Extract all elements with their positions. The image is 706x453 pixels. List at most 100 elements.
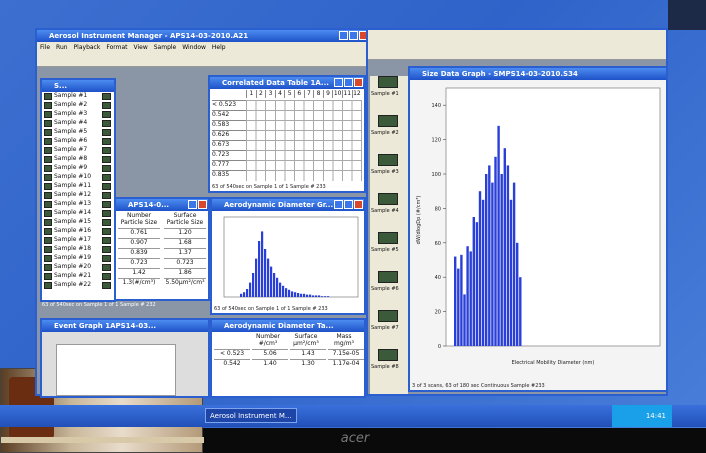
sample-item[interactable]: Sample #14: [54, 209, 91, 217]
sample-item[interactable]: Sample #7: [54, 146, 87, 154]
sample-item[interactable]: Sample #8: [54, 155, 87, 163]
sample-icon: [44, 228, 52, 235]
table-cell: 0.839: [118, 248, 160, 257]
sample-icon: [102, 147, 111, 154]
column-header: 4: [275, 90, 285, 98]
menu-item[interactable]: File: [40, 42, 50, 53]
menu-item[interactable]: Sample: [154, 42, 177, 53]
grid-row: [246, 170, 362, 181]
row-header: 0.626: [212, 130, 246, 139]
table-cell: < 0.523: [214, 349, 250, 358]
sample-icon: [44, 201, 52, 208]
bar: [516, 243, 518, 346]
sample-strip: Sample #1 Sample #2 Sample #3 Sample #4 Samp…: [370, 76, 408, 394]
sample-item[interactable]: Sample #16: [54, 227, 91, 235]
sample-item[interactable]: Sample #2: [54, 101, 87, 109]
sample-item[interactable]: Sample #4: [371, 207, 399, 215]
sample-item[interactable]: Sample #2: [371, 129, 399, 137]
bar: [285, 288, 287, 297]
bar: [488, 165, 490, 346]
row-header: 0.723: [212, 150, 246, 159]
aero-graph-window: Aerodynamic Diameter Gr... 63 of 540sec …: [210, 197, 366, 315]
bar: [318, 295, 320, 297]
table-cell: 1.37: [164, 248, 206, 257]
table-cell: 0.907: [118, 238, 160, 247]
title-bar: Size Data Graph - SMPS14-03-2010.S34: [410, 68, 666, 80]
sample-item[interactable]: Sample #4: [54, 119, 87, 127]
sample-icon: [378, 193, 398, 205]
toolbar: [37, 53, 369, 67]
column-header: Surface Particle Size: [164, 212, 206, 226]
sample-item[interactable]: Sample #7: [371, 324, 399, 332]
table-cell: 0.542: [214, 359, 250, 368]
sample-item[interactable]: Sample #21: [54, 272, 91, 280]
sample-icon: [102, 246, 111, 253]
bar: [491, 183, 493, 346]
sample-icon: [102, 264, 111, 271]
sample-icon: [44, 129, 52, 136]
bar: [479, 191, 481, 346]
sample-item[interactable]: Sample #5: [54, 128, 87, 136]
bar: [297, 293, 299, 297]
sample-item[interactable]: Sample #8: [371, 363, 399, 371]
sample-item[interactable]: Sample #15: [54, 218, 91, 226]
menu-item[interactable]: Format: [106, 42, 127, 53]
clock: 14:41: [612, 405, 672, 427]
sample-icon: [102, 282, 111, 289]
row-header: 0.673: [212, 140, 246, 149]
status-text: 63 of 540sec on Sample 1 of 1 Sample # 2…: [212, 184, 326, 190]
title-bar: Event Graph 1APS14-03...: [42, 320, 208, 332]
y-tick-label: 80: [435, 206, 441, 212]
bar: [321, 296, 323, 297]
bar: [240, 294, 242, 297]
sample-item[interactable]: Sample #12: [54, 191, 91, 199]
sample-item[interactable]: Sample #3: [54, 110, 87, 118]
sample-icon: [44, 219, 52, 226]
taskbar-button[interactable]: Aerosol Instrument M...: [205, 408, 297, 423]
menu-item[interactable]: Run: [56, 42, 68, 53]
sample-icon: [102, 255, 111, 262]
sample-item[interactable]: Sample #22: [54, 281, 91, 289]
y-tick-label: 0: [438, 344, 441, 350]
sample-icon: [102, 219, 111, 226]
sample-item[interactable]: Sample #9: [54, 164, 87, 172]
table-cell: 0.723: [164, 258, 206, 267]
menu-item[interactable]: Window: [182, 42, 206, 53]
menu-item[interactable]: Playback: [74, 42, 101, 53]
bar: [258, 241, 260, 297]
sample-item[interactable]: Sample #11: [54, 182, 91, 190]
row-header: 0.542: [212, 110, 246, 119]
plot-area: [224, 217, 358, 297]
bar: [252, 273, 254, 297]
menu-item[interactable]: View: [134, 42, 148, 53]
sample-item[interactable]: Sample #6: [371, 285, 399, 293]
sample-item[interactable]: Sample #3: [371, 168, 399, 176]
sample-item[interactable]: Sample #1: [54, 92, 87, 100]
bar: [482, 200, 484, 346]
sample-item[interactable]: Sample #18: [54, 245, 91, 253]
row-header: 0.777: [212, 160, 246, 169]
sample-item[interactable]: Sample #1: [371, 90, 399, 98]
sample-item[interactable]: Sample #20: [54, 263, 91, 271]
sample-icon: [44, 273, 52, 280]
sample-icon: [102, 192, 111, 199]
sample-icon: [102, 165, 111, 172]
sample-icon: [378, 232, 398, 244]
y-axis-label: dW/dlogDp (#/cm³): [416, 196, 422, 245]
sample-item[interactable]: Sample #19: [54, 254, 91, 262]
toolbar: [368, 30, 666, 60]
sample-item[interactable]: Sample #5: [371, 246, 399, 254]
sample-item[interactable]: Sample #10: [54, 173, 91, 181]
menu-item[interactable]: Help: [212, 42, 226, 53]
shelf: [1, 437, 204, 443]
bar: [501, 174, 503, 346]
sample-item[interactable]: Sample #17: [54, 236, 91, 244]
column-header: 9: [323, 90, 333, 98]
table-cell: 1.20: [164, 228, 206, 237]
sample-icon: [44, 120, 52, 127]
bar: [276, 278, 278, 297]
bar: [303, 294, 305, 297]
sample-item[interactable]: Sample #13: [54, 200, 91, 208]
sample-item[interactable]: Sample #6: [54, 137, 87, 145]
